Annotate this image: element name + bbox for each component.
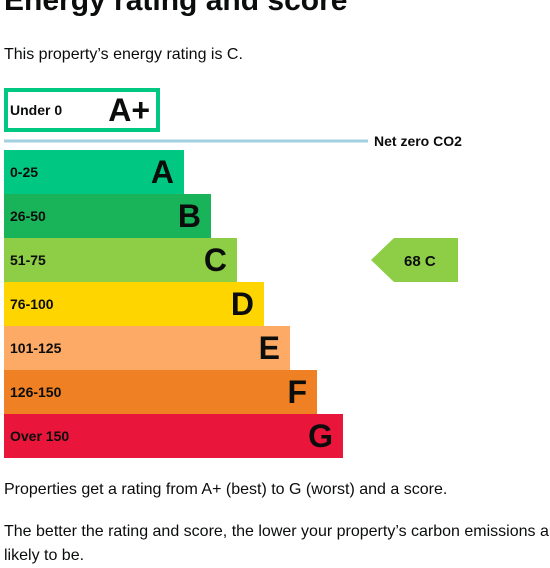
- rating-band-d: 76-100 D: [4, 282, 264, 326]
- emissions-explanation: The better the rating and score, the low…: [4, 523, 550, 564]
- rating-band-e: 101-125 E: [4, 326, 290, 370]
- net-zero-divider: Net zero CO2: [4, 133, 462, 149]
- band-bar: [4, 282, 264, 326]
- band-letter-label: D: [231, 286, 254, 322]
- current-rating-marker: 68 C: [371, 238, 458, 282]
- band-bar: [4, 414, 343, 458]
- band-range-label: 26-50: [10, 208, 46, 224]
- rating-band-g: Over 150 G: [4, 414, 343, 458]
- band-letter-label: A: [151, 154, 174, 190]
- net-zero-label: Net zero CO2: [374, 133, 462, 149]
- band-range-label: 76-100: [10, 296, 54, 312]
- band-bar: [4, 88, 160, 132]
- band-letter-label: G: [308, 418, 333, 454]
- current-rating-label: 68 C: [404, 253, 436, 270]
- rating-band-a-plus: Under 0 A+: [4, 88, 160, 132]
- band-range-label: 51-75: [10, 252, 46, 268]
- band-letter-label: F: [287, 374, 307, 410]
- band-range-label: 126-150: [10, 384, 62, 400]
- band-range-label: 101-125: [10, 340, 62, 356]
- page-title: Energy rating and score: [4, 0, 348, 17]
- band-range-label: 0-25: [10, 164, 38, 180]
- band-letter-label: B: [178, 198, 201, 234]
- band-bar: [4, 238, 237, 282]
- rating-explanation: Properties get a rating from A+ (best) t…: [4, 481, 448, 498]
- band-bar: [4, 194, 211, 238]
- rating-band-c: 51-75 C: [4, 238, 237, 282]
- band-range-label: Over 150: [10, 428, 69, 444]
- band-bar: [4, 326, 290, 370]
- rating-bands: Under 0 A+ 0-25 A 26-50 B 51-75 C 76-100 D 101-125…: [4, 88, 343, 458]
- band-bar: [4, 150, 184, 194]
- band-letter-label: E: [259, 330, 280, 366]
- energy-rating-chart: Under 0 A+ 0-25 A 26-50 B 51-75 C 76-100 D 101-125…: [4, 88, 462, 458]
- intro-text: This property’s energy rating is C.: [4, 46, 243, 63]
- rating-band-f: 126-150 F: [4, 370, 317, 414]
- band-bar: [4, 370, 317, 414]
- current-rating-arrow: [371, 238, 458, 282]
- band-letter-label: A+: [108, 92, 150, 128]
- rating-band-a: 0-25 A: [4, 150, 184, 194]
- band-letter-label: C: [204, 242, 227, 278]
- band-range-label: Under 0: [10, 102, 62, 118]
- rating-band-b: 26-50 B: [4, 194, 211, 238]
